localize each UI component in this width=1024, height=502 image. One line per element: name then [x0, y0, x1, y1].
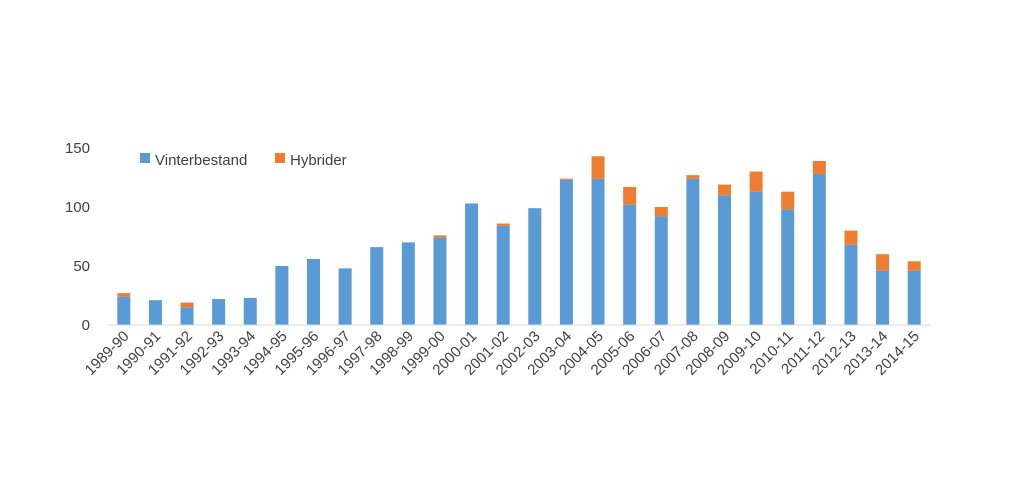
legend-label-hybrider: Hybrider [290, 152, 347, 169]
bar-vinterbestand-1994-95 [275, 266, 289, 325]
bar-vinterbestand-1995-96 [307, 258, 320, 325]
bars [117, 156, 921, 325]
bar-vinterbestand-2014-15 [907, 270, 921, 325]
bar-vinterbestand-1990-91 [148, 300, 162, 325]
bar-hybrider-2010-11 [781, 191, 795, 210]
bar-vinterbestand-2013-14 [876, 270, 890, 325]
legend-swatch-hybrider [275, 153, 285, 163]
bar-vinterbestand-1998-99 [401, 242, 415, 325]
bar-hybrider-2007-08 [686, 175, 700, 179]
bar-hybrider-2009-10 [749, 171, 763, 192]
bar-hybrider-2001-02 [496, 223, 510, 226]
bar-vinterbestand-2011-12 [812, 173, 826, 325]
bar-hybrider-2006-07 [654, 207, 668, 217]
bar-vinterbestand-1993-94 [243, 297, 257, 325]
bar-vinterbestand-2000-01 [465, 203, 479, 325]
bar-vinterbestand-2005-06 [623, 204, 637, 325]
legend-label-vinterbestand: Vinterbestand [155, 152, 247, 169]
legend-swatch-vinterbestand [140, 153, 150, 163]
bar-vinterbestand-1996-97 [338, 268, 352, 325]
bar-vinterbestand-2002-03 [528, 208, 542, 325]
bar-hybrider-2008-09 [718, 184, 731, 196]
y-tick-label: 50 [73, 258, 90, 275]
y-tick-label: 100 [65, 199, 90, 216]
bar-hybrider-2013-14 [876, 254, 890, 271]
bar-hybrider-1991-92 [180, 302, 194, 308]
bar-vinterbestand-1999-00 [433, 237, 447, 325]
bar-vinterbestand-1992-93 [212, 299, 226, 325]
bar-hybrider-1989-90 [117, 293, 131, 297]
bar-hybrider-2011-12 [812, 160, 826, 174]
bar-hybrider-2005-06 [623, 186, 637, 205]
bar-hybrider-2014-15 [907, 261, 921, 271]
legend: Vinterbestand Hybrider [140, 152, 347, 169]
bar-hybrider-2012-13 [844, 230, 858, 245]
bar-vinterbestand-1997-98 [370, 247, 384, 325]
bar-vinterbestand-2003-04 [559, 179, 573, 325]
bar-vinterbestand-2006-07 [654, 216, 668, 325]
bar-hybrider-1999-00 [433, 235, 447, 238]
bar-vinterbestand-2004-05 [591, 178, 605, 325]
bar-vinterbestand-2008-09 [718, 195, 731, 325]
bar-hybrider-2004-05 [591, 156, 605, 179]
bar-vinterbestand-2012-13 [844, 244, 858, 325]
bar-hybrider-2003-04 [559, 178, 573, 180]
bar-vinterbestand-2007-08 [686, 178, 700, 325]
x-axis-ticks: 1989-901990-911991-921992-931993-941994-… [82, 328, 923, 379]
bar-vinterbestand-2010-11 [781, 209, 795, 325]
bar-vinterbestand-1989-90 [117, 296, 131, 325]
y-tick-label: 0 [82, 317, 90, 334]
y-axis-ticks: 0 50 100 150 [65, 140, 90, 334]
bar-vinterbestand-2001-02 [496, 225, 510, 325]
bar-vinterbestand-1991-92 [180, 307, 194, 325]
bar-vinterbestand-2009-10 [749, 191, 763, 325]
y-tick-label: 150 [65, 140, 90, 157]
